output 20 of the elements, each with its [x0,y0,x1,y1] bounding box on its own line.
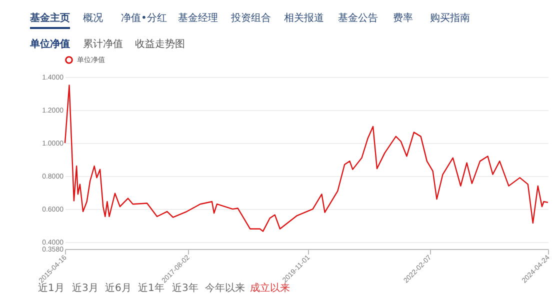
text: 费率 [393,12,413,25]
text: 单位净值 [30,38,70,51]
text: 收益走势图 [135,38,185,51]
text: 净值•分红 [121,12,167,25]
text: 购买指南 [430,12,470,25]
text: 概况 [83,12,103,25]
line-series [64,84,549,232]
text: 近1年 [138,282,164,294]
text: 今年以来 [205,282,245,294]
text: 近3年 [172,282,198,294]
text: 成立以来 [250,282,290,294]
text: 累计净值 [83,38,123,51]
text: 投资组合 [231,12,271,25]
text: 基金公告 [338,12,378,25]
text: 相关报道 [284,12,324,25]
text: 近1月 [38,282,64,294]
text: 基金主页 [30,11,70,29]
text: 基金经理 [178,12,218,25]
text: 近6月 [105,282,132,294]
text: 近3月 [72,282,98,294]
